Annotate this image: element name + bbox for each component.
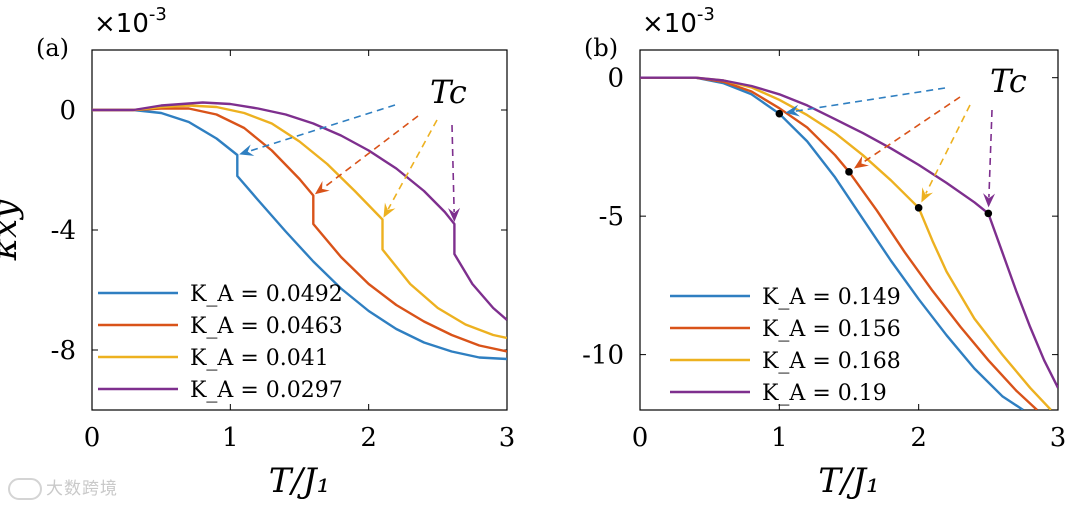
legend-label-0.149: K_A = 0.149 — [762, 285, 901, 310]
x-tick-label: 0 — [84, 423, 101, 453]
tc-arrow-line-0.149 — [795, 87, 946, 113]
tc-arrow-head-0.0492 — [239, 144, 255, 156]
axes-frame — [639, 49, 1059, 411]
series-line-0.0297 — [92, 101, 507, 321]
panel-b: 0 1 2 3 0 -5 -10 (b) ×10-3 T/J₁ Tc K_A = 0.149 K_A =… — [582, 4, 1066, 501]
tc-arrow-head-0.041 — [383, 202, 396, 218]
y-tick-label: -10 — [582, 341, 624, 371]
legend-label-0.19: K_A = 0.19 — [762, 381, 887, 406]
tc-arrow-head-0.149 — [785, 104, 801, 117]
tc-point-0.149 — [775, 109, 784, 118]
tc-arrow-line-0.156 — [861, 96, 961, 164]
tc-arrow-line-0.0297 — [451, 124, 455, 213]
x-tick-label: 0 — [632, 423, 649, 453]
legend-label-0.0463: K_A = 0.0463 — [190, 314, 343, 339]
y-tick-label: -5 — [599, 202, 624, 232]
y-tick-label: -4 — [51, 216, 76, 246]
tc-annotation: Tc — [430, 73, 467, 111]
series-line-0.0463 — [92, 107, 507, 353]
axis-multiplier-exponent: -3 — [149, 4, 167, 25]
tc-arrow-head-0.156 — [853, 155, 869, 169]
tc-point-0.168 — [914, 204, 923, 212]
x-tick-label: 1 — [222, 423, 239, 453]
x-tick-label: 3 — [1050, 423, 1067, 453]
panel-a: 0 1 2 3 0 -4 -8 (a) ×10-3 T/J₁ κxy Tc K_A = 0.0492 K_… — [0, 4, 515, 501]
y-tick-label: -8 — [51, 336, 76, 366]
tc-point-0.156 — [845, 168, 853, 176]
tc-arrow-head-0.0463 — [314, 181, 330, 195]
tc-arrow-head-0.168 — [921, 187, 933, 203]
watermark: 大数跨境 — [8, 474, 118, 500]
x-tick-label: 2 — [360, 423, 377, 453]
tc-arrow-line-0.0492 — [248, 104, 396, 153]
x-axis-label: T/J₁ — [818, 461, 879, 501]
series-group — [92, 101, 507, 361]
legend-label-0.041: K_A = 0.041 — [190, 346, 329, 371]
tc-arrow-head-0.19 — [983, 193, 996, 208]
legend-label-0.0297: K_A = 0.0297 — [190, 378, 343, 403]
y-axis-label: κxy — [0, 199, 25, 261]
axis-multiplier-exponent: -3 — [697, 4, 715, 25]
series-line-0.0492 — [92, 108, 507, 361]
tc-arrow-line-0.041 — [387, 119, 438, 210]
series-line-0.149 — [640, 76, 1024, 410]
legend-label-0.0492: K_A = 0.0492 — [190, 282, 343, 307]
series-line-0.19 — [640, 76, 1058, 389]
tc-point-0.19 — [984, 209, 993, 218]
tc-annotation: Tc — [990, 62, 1027, 100]
y-tick-label: 0 — [59, 96, 76, 126]
series-line-0.041 — [92, 104, 507, 340]
axis-multiplier: ×10-3 — [642, 4, 715, 39]
legend-label-0.168: K_A = 0.168 — [762, 349, 901, 374]
x-axis-label: T/J₁ — [269, 461, 330, 501]
tc-arrow-line-0.19 — [988, 109, 993, 198]
panel-label: (a) — [36, 34, 69, 62]
y-tick-label: 0 — [607, 64, 624, 94]
watermark-text: 大数跨境 — [46, 479, 118, 499]
x-tick-label: 2 — [910, 423, 927, 453]
panel-label: (b) — [584, 34, 618, 62]
tc-arrow-line-0.0463 — [322, 115, 419, 189]
watermark-logo-icon — [8, 478, 42, 500]
tc-arrow-line-0.168 — [925, 104, 971, 194]
legend-label-0.156: K_A = 0.156 — [762, 317, 901, 342]
x-tick-label: 3 — [499, 423, 516, 453]
axis-multiplier: ×10-3 — [94, 4, 167, 39]
tc-arrow-head-0.0297 — [448, 207, 461, 223]
x-tick-label: 1 — [771, 423, 788, 453]
